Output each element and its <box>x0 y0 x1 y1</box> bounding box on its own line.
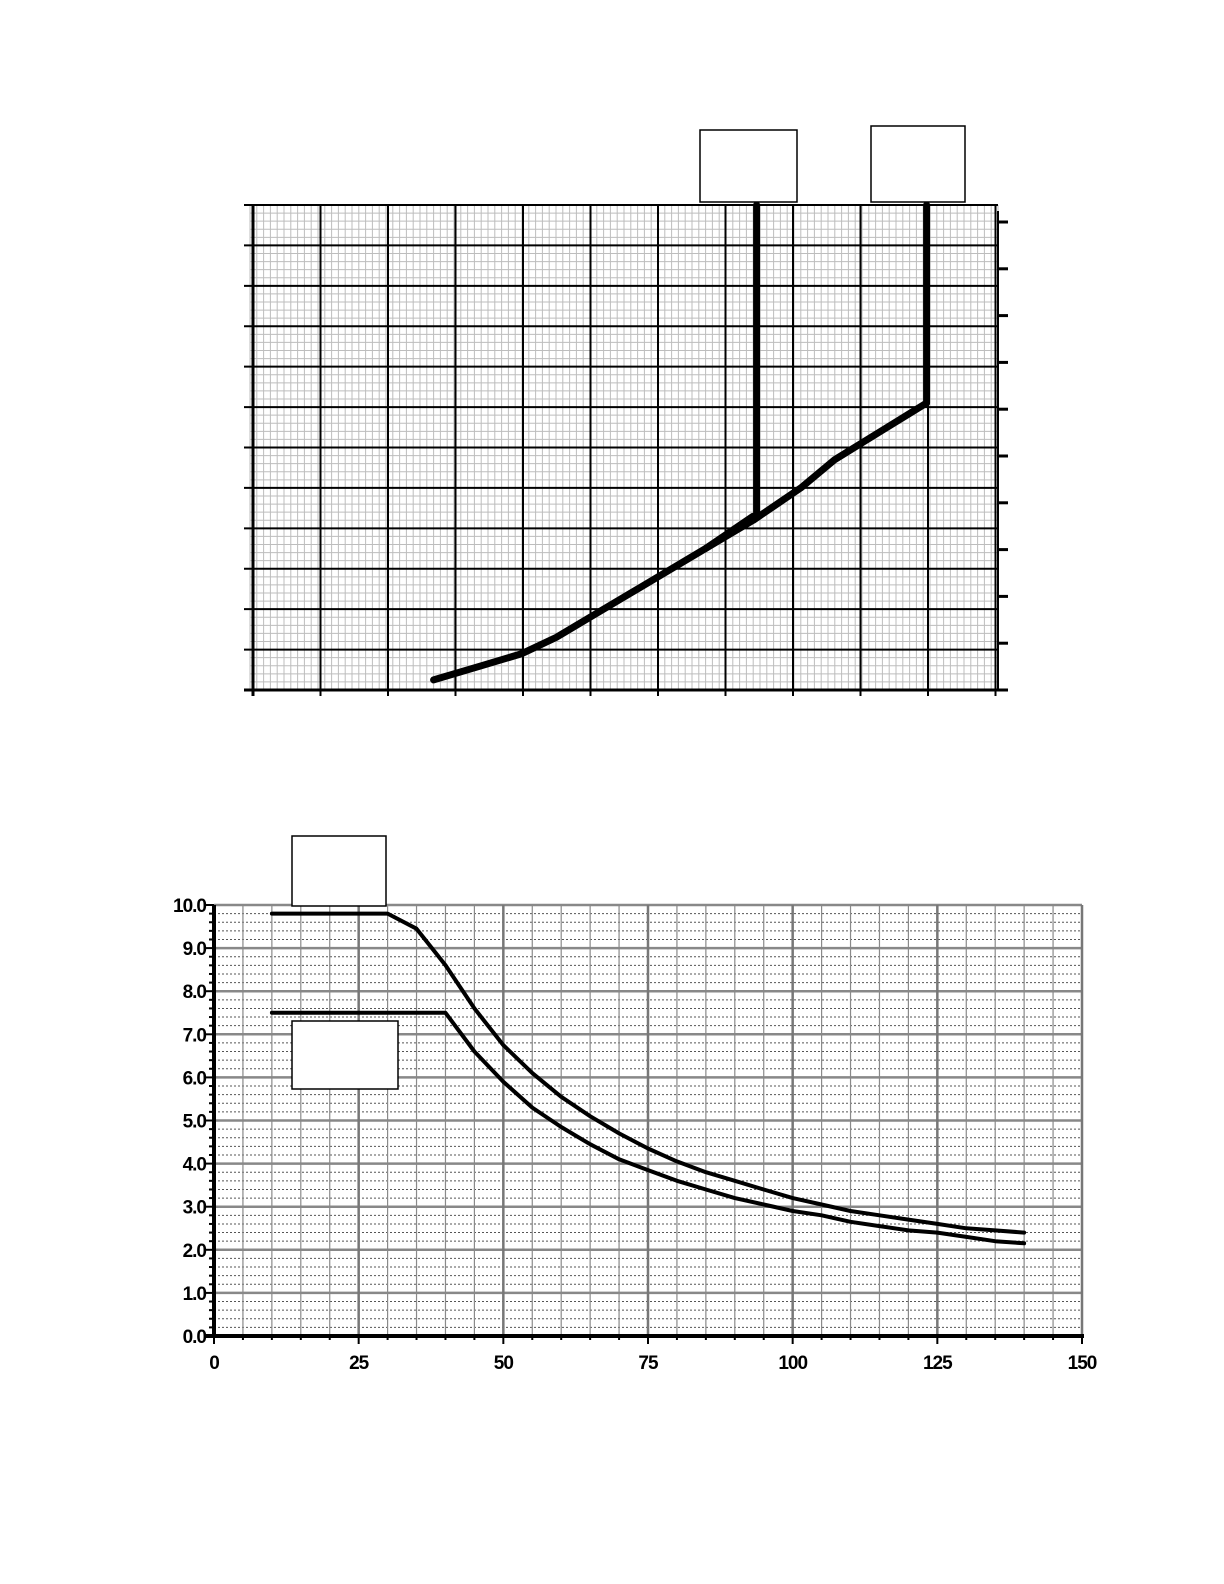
y-tick-label: 8.0 <box>183 982 207 1003</box>
y-tick-label: 1.0 <box>183 1284 207 1305</box>
chart-1 <box>244 125 1008 696</box>
x-tick-label: 75 <box>638 1353 659 1374</box>
x-tick-label: 100 <box>778 1353 807 1374</box>
y-tick-label: 6.0 <box>183 1068 207 1089</box>
series-line-2 <box>702 201 761 552</box>
y-tick-label: 7.0 <box>183 1025 207 1046</box>
y-tick-label: 2.0 <box>183 1241 207 1262</box>
x-tick-label: 0 <box>209 1353 219 1374</box>
legend-box-1 <box>291 835 387 907</box>
legend-box-2 <box>870 125 966 203</box>
series-line-1 <box>430 201 931 684</box>
series-line-1 <box>269 911 1027 1235</box>
y-tick-label: 3.0 <box>183 1198 207 1219</box>
chart-2: 0.0 1.0 2.0 3.0 4.0 5.0 6.0 7.0 8.0 9.0 10.0 0 25 50 7… <box>173 835 1098 1374</box>
x-tick-label: 125 <box>923 1353 953 1374</box>
x-tick-label: 150 <box>1068 1353 1097 1374</box>
x-tick-label: 25 <box>349 1353 370 1374</box>
legend-box-1 <box>699 129 798 203</box>
legend-box-2 <box>291 1020 399 1090</box>
y-tick-label: 9.0 <box>183 939 207 960</box>
y-tick-label: 4.0 <box>183 1155 207 1176</box>
series-line-2 <box>269 1010 1027 1246</box>
y-tick-label: 0.0 <box>183 1327 207 1348</box>
x-tick-label: 50 <box>494 1353 514 1374</box>
y-tick-label: 5.0 <box>183 1112 207 1133</box>
y-tick-label: 10.0 <box>173 896 206 917</box>
